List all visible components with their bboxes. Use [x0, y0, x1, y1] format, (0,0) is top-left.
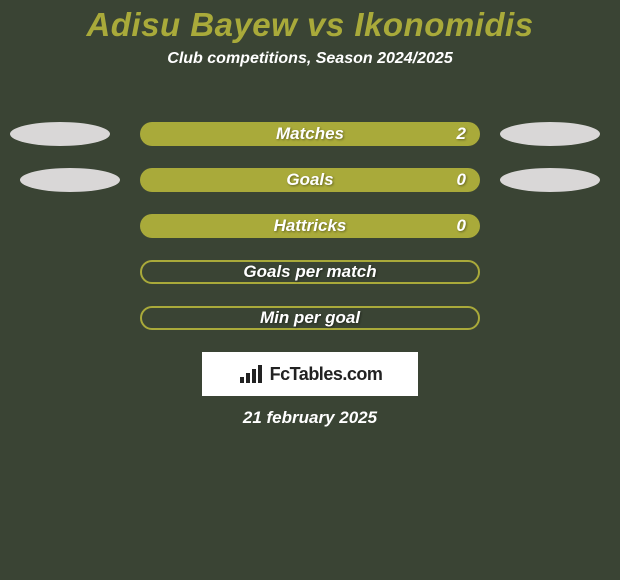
stat-label: Min per goal: [142, 308, 478, 328]
stat-bar: Matches2: [140, 122, 480, 146]
bar-chart-icon: [238, 363, 264, 385]
brand-text: FcTables.com: [270, 364, 383, 385]
stat-value: 2: [457, 124, 466, 144]
stat-row: Matches2: [0, 122, 620, 148]
stat-rows: Matches2Goals0Hattricks0Goals per matchM…: [0, 122, 620, 352]
stat-bar: Goals0: [140, 168, 480, 192]
stat-label: Hattricks: [140, 216, 480, 236]
stat-row: Goals0: [0, 168, 620, 194]
stat-bar: Goals per match: [140, 260, 480, 284]
brand-box: FcTables.com: [202, 352, 418, 396]
comparison-infographic: Adisu Bayew vs Ikonomidis Club competiti…: [0, 0, 620, 580]
page-subtitle: Club competitions, Season 2024/2025: [0, 50, 620, 68]
left-ellipse: [10, 122, 110, 146]
stat-label: Goals per match: [142, 262, 478, 282]
page-title: Adisu Bayew vs Ikonomidis: [0, 0, 620, 44]
right-ellipse: [500, 168, 600, 192]
right-ellipse: [500, 122, 600, 146]
stat-row: Min per goal: [0, 306, 620, 332]
stat-bar: Hattricks0: [140, 214, 480, 238]
stat-label: Matches: [140, 124, 480, 144]
stat-label: Goals: [140, 170, 480, 190]
date-text: 21 february 2025: [0, 408, 620, 428]
stat-row: Hattricks0: [0, 214, 620, 240]
stat-bar: Min per goal: [140, 306, 480, 330]
stat-row: Goals per match: [0, 260, 620, 286]
stat-value: 0: [457, 170, 466, 190]
left-ellipse: [20, 168, 120, 192]
stat-value: 0: [457, 216, 466, 236]
